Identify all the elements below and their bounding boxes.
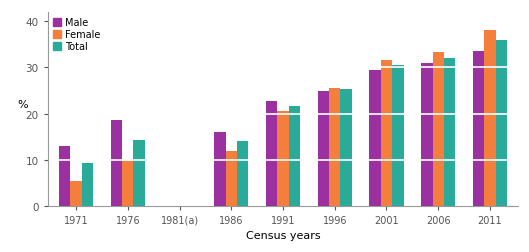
Bar	[133, 141, 145, 207]
Bar	[70, 181, 82, 207]
Bar	[381, 61, 392, 207]
Bar	[369, 70, 381, 207]
X-axis label: Census years: Census years	[245, 230, 321, 240]
Bar	[392, 66, 404, 207]
Bar	[496, 41, 507, 207]
Bar	[59, 147, 70, 207]
Bar	[473, 52, 484, 207]
Bar	[266, 102, 277, 207]
Y-axis label: %: %	[17, 100, 28, 110]
Bar	[421, 64, 433, 207]
Legend: Male, Female, Total: Male, Female, Total	[52, 17, 102, 53]
Bar	[433, 53, 444, 207]
Bar	[329, 89, 341, 207]
Bar	[277, 111, 289, 207]
Bar	[237, 141, 248, 207]
Bar	[341, 90, 352, 207]
Bar	[289, 106, 300, 207]
Bar	[318, 91, 329, 207]
Bar	[82, 164, 93, 207]
Bar	[225, 151, 237, 207]
Bar	[214, 132, 225, 207]
Bar	[111, 120, 122, 207]
Bar	[444, 59, 455, 207]
Bar	[122, 162, 133, 207]
Bar	[484, 31, 496, 207]
